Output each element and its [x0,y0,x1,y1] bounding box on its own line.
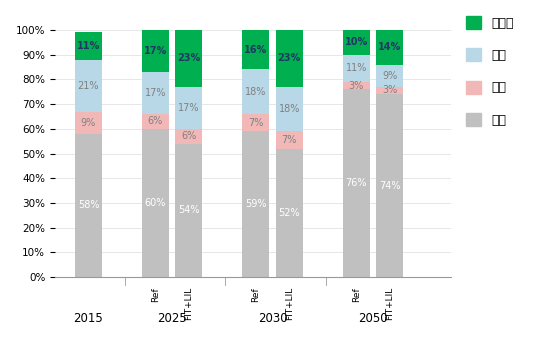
Text: 11%: 11% [345,63,367,73]
Text: 17%: 17% [178,103,200,113]
Text: FIT+LIL: FIT+LIL [385,287,394,320]
Text: 74%: 74% [379,181,400,191]
Text: 60%: 60% [145,198,166,208]
Text: 54%: 54% [178,206,200,215]
Text: 9%: 9% [81,118,96,128]
Text: 7%: 7% [282,135,297,145]
Bar [376,30,403,65]
Bar [343,55,370,82]
Bar [343,89,370,277]
Bar [343,82,370,89]
Text: 16%: 16% [244,45,267,55]
Text: 2030: 2030 [258,312,287,325]
Text: 21%: 21% [78,80,99,91]
Bar [243,131,269,277]
Text: 6%: 6% [182,131,196,141]
Bar [276,30,303,87]
Text: 23%: 23% [177,53,201,63]
Text: 10%: 10% [344,37,368,47]
Text: 23%: 23% [278,53,301,63]
Text: 59%: 59% [245,199,267,209]
Bar [376,94,403,277]
Bar [376,65,403,87]
Text: Ref: Ref [351,287,361,302]
Bar [175,144,202,277]
Text: 58%: 58% [78,200,99,211]
Text: 18%: 18% [278,104,300,114]
Bar [75,32,102,59]
Text: 76%: 76% [345,178,367,188]
Text: 17%: 17% [144,46,167,56]
Text: 2050: 2050 [358,312,388,325]
Text: 6%: 6% [148,116,163,126]
Bar [142,114,169,129]
Bar [175,129,202,144]
Text: FIT+LIL: FIT+LIL [184,287,194,320]
Text: 17%: 17% [145,88,166,98]
Bar [243,30,269,70]
Text: 3%: 3% [349,80,364,91]
Bar [175,30,202,87]
Bar [142,30,169,72]
Text: 2025: 2025 [157,312,187,325]
Text: 11%: 11% [77,41,100,51]
Text: Ref: Ref [251,287,260,302]
Bar [175,87,202,129]
Bar [376,87,403,94]
Bar [75,134,102,277]
Text: 14%: 14% [378,42,402,52]
Bar [75,59,102,112]
Text: FIT+LIL: FIT+LIL [285,287,294,320]
Bar [75,112,102,134]
Text: 52%: 52% [278,208,300,218]
Text: 2015: 2015 [74,312,103,325]
Text: 9%: 9% [382,71,397,81]
Bar [243,70,269,114]
Bar [142,129,169,277]
Bar [142,72,169,114]
Bar [276,149,303,277]
Bar [276,87,303,131]
Text: 7%: 7% [248,118,263,128]
Text: Ref: Ref [151,287,160,302]
Legend: 再エネ, ガス, 石油, 石炭: 再エネ, ガス, 石油, 石炭 [461,11,519,132]
Bar [243,114,269,131]
Bar [343,30,370,55]
Bar [276,131,303,149]
Text: 3%: 3% [382,86,397,96]
Text: 18%: 18% [245,87,267,97]
